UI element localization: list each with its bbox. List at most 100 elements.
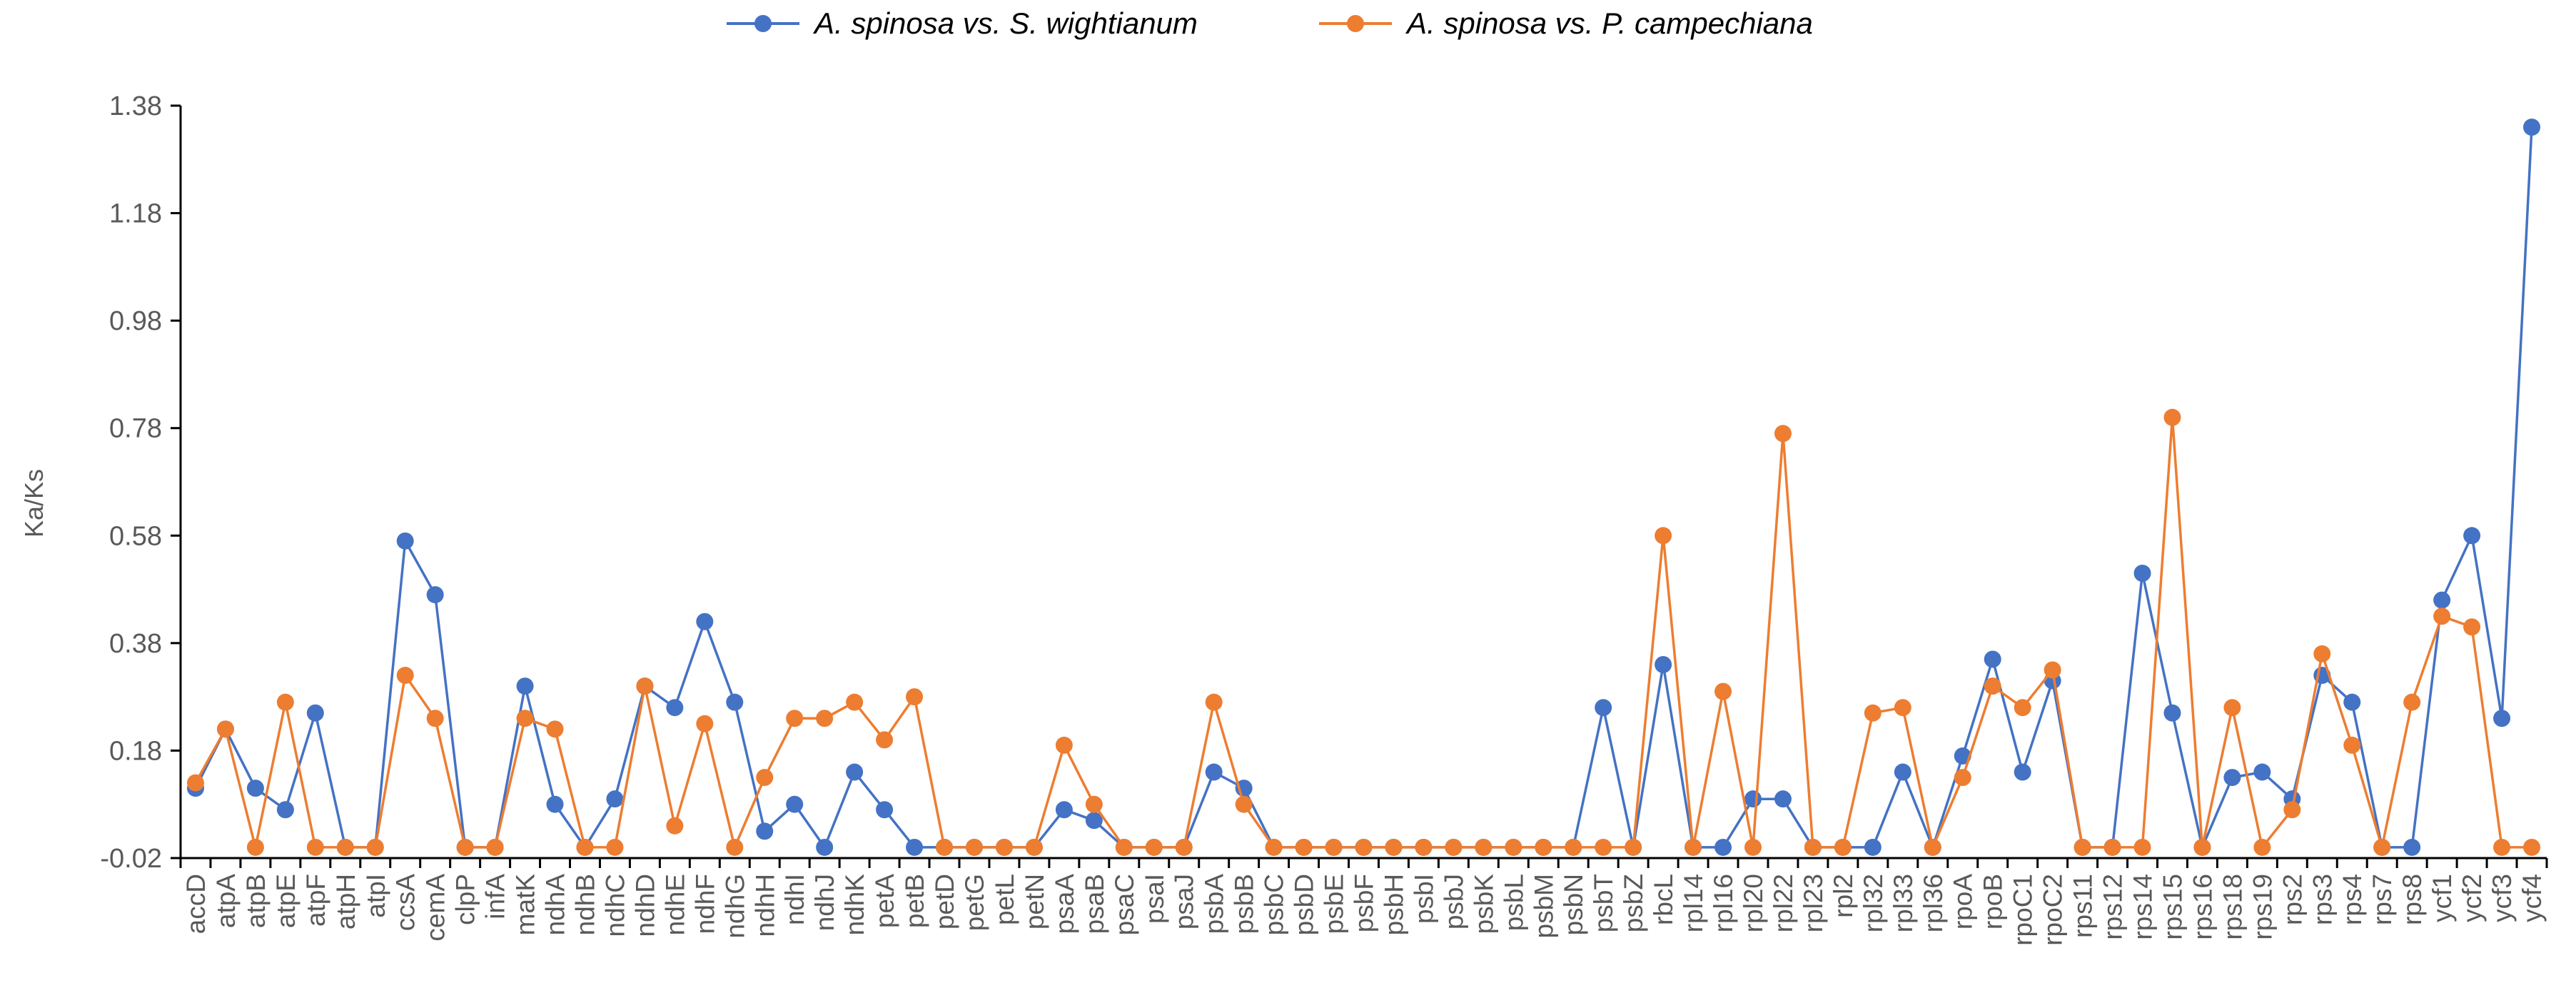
series-1-point[interactable] xyxy=(1954,747,1971,765)
series-2-point[interactable] xyxy=(2014,699,2031,717)
series-2-point[interactable] xyxy=(1714,682,1732,700)
series-2-point[interactable] xyxy=(2193,838,2211,856)
series-1-point[interactable] xyxy=(906,838,924,856)
series-2-point[interactable] xyxy=(1834,838,1852,856)
series-2-point[interactable] xyxy=(1355,838,1373,856)
series-2-point[interactable] xyxy=(396,667,414,685)
series-2-point[interactable] xyxy=(2463,618,2481,636)
series-2-point[interactable] xyxy=(666,817,684,835)
series-2-point[interactable] xyxy=(276,693,294,711)
series-2-point[interactable] xyxy=(2103,838,2121,856)
series-1-point[interactable] xyxy=(546,795,564,813)
series-2-point[interactable] xyxy=(456,838,474,856)
series-2-point[interactable] xyxy=(1175,838,1193,856)
series-2-point[interactable] xyxy=(1804,838,1822,856)
series-2-point[interactable] xyxy=(2403,693,2421,711)
series-1-point[interactable] xyxy=(1864,838,1882,856)
series-1-point[interactable] xyxy=(276,801,294,819)
series-2-point[interactable] xyxy=(2493,838,2511,856)
series-1-point[interactable] xyxy=(1894,763,1911,781)
series-2-point[interactable] xyxy=(1055,736,1073,754)
series-1-point[interactable] xyxy=(1595,699,1612,717)
series-2-point[interactable] xyxy=(1475,838,1492,856)
series-2-point[interactable] xyxy=(426,710,444,727)
series-1-point[interactable] xyxy=(726,693,744,711)
series-1-point[interactable] xyxy=(1984,650,2001,668)
series-1-point[interactable] xyxy=(1655,655,1672,673)
series-2-point[interactable] xyxy=(1295,838,1313,856)
series-1-point[interactable] xyxy=(2523,119,2541,136)
series-1-point[interactable] xyxy=(816,838,834,856)
series-2-point[interactable] xyxy=(576,838,594,856)
series-2-point[interactable] xyxy=(2044,661,2061,679)
series-2-point[interactable] xyxy=(786,710,804,727)
series-2-point[interactable] xyxy=(486,838,504,856)
series-1-point[interactable] xyxy=(696,613,714,630)
series-1-point[interactable] xyxy=(876,801,894,819)
series-2-point[interactable] xyxy=(2373,838,2391,856)
series-2-point[interactable] xyxy=(186,774,204,792)
series-2-point[interactable] xyxy=(846,693,864,711)
series-2-point[interactable] xyxy=(1625,838,1642,856)
series-2-point[interactable] xyxy=(995,838,1013,856)
series-2-point[interactable] xyxy=(2074,838,2091,856)
series-1-point[interactable] xyxy=(516,677,534,695)
series-2-point[interactable] xyxy=(1505,838,1522,856)
series-2-point[interactable] xyxy=(2253,838,2271,856)
series-1-point[interactable] xyxy=(606,790,624,808)
series-2-point[interactable] xyxy=(936,838,954,856)
series-1-point[interactable] xyxy=(396,532,414,550)
series-2-point[interactable] xyxy=(1115,838,1133,856)
series-2-point[interactable] xyxy=(816,710,834,727)
series-2-point[interactable] xyxy=(1265,838,1283,856)
series-2-point[interactable] xyxy=(306,838,324,856)
series-1-point[interactable] xyxy=(246,780,264,797)
series-1-point[interactable] xyxy=(1085,812,1103,830)
series-2-point[interactable] xyxy=(366,838,384,856)
series-2-point[interactable] xyxy=(1385,838,1403,856)
series-2-point[interactable] xyxy=(2163,408,2181,426)
series-2-point[interactable] xyxy=(696,715,714,732)
series-2-point[interactable] xyxy=(246,838,264,856)
series-2-point[interactable] xyxy=(216,720,234,738)
series-2-point[interactable] xyxy=(516,710,534,727)
series-2-point[interactable] xyxy=(1565,838,1582,856)
series-1-point[interactable] xyxy=(846,763,864,781)
series-2-point[interactable] xyxy=(1655,527,1672,545)
series-2-point[interactable] xyxy=(1535,838,1552,856)
series-2-point[interactable] xyxy=(1325,838,1343,856)
series-2-point[interactable] xyxy=(1025,838,1043,856)
series-1-point[interactable] xyxy=(426,586,444,604)
series-1-point[interactable] xyxy=(1055,801,1073,819)
series-2-point[interactable] xyxy=(336,838,354,856)
series-2-point[interactable] xyxy=(1894,699,1911,717)
series-1-point[interactable] xyxy=(2463,527,2481,545)
series-1-point[interactable] xyxy=(786,795,804,813)
series-2-point[interactable] xyxy=(1235,795,1253,813)
series-2-point[interactable] xyxy=(1924,838,1941,856)
series-1-point[interactable] xyxy=(1774,790,1792,808)
series-2-point[interactable] xyxy=(1684,838,1702,856)
series-2-point[interactable] xyxy=(1415,838,1433,856)
series-2-point[interactable] xyxy=(606,838,624,856)
series-1-point[interactable] xyxy=(2403,838,2421,856)
series-1-point[interactable] xyxy=(2343,693,2361,711)
series-2-point[interactable] xyxy=(1445,838,1463,856)
series-2-point[interactable] xyxy=(2283,801,2301,819)
series-1-point[interactable] xyxy=(2163,704,2181,722)
series-2-point[interactable] xyxy=(2313,645,2331,662)
series-2-point[interactable] xyxy=(1205,693,1223,711)
series-1-point[interactable] xyxy=(2253,763,2271,781)
series-1-point[interactable] xyxy=(1714,838,1732,856)
series-2-point[interactable] xyxy=(546,720,564,738)
series-2-point[interactable] xyxy=(1145,838,1163,856)
series-1-point[interactable] xyxy=(2493,710,2511,727)
series-2-point[interactable] xyxy=(1085,795,1103,813)
series-1-point[interactable] xyxy=(756,822,774,840)
series-2-point[interactable] xyxy=(1954,769,1971,787)
series-1-point[interactable] xyxy=(306,704,324,722)
series-1-point[interactable] xyxy=(1744,790,1762,808)
series-1-point[interactable] xyxy=(2433,591,2451,609)
series-2-point[interactable] xyxy=(1595,838,1612,856)
series-2-point[interactable] xyxy=(2133,838,2151,856)
